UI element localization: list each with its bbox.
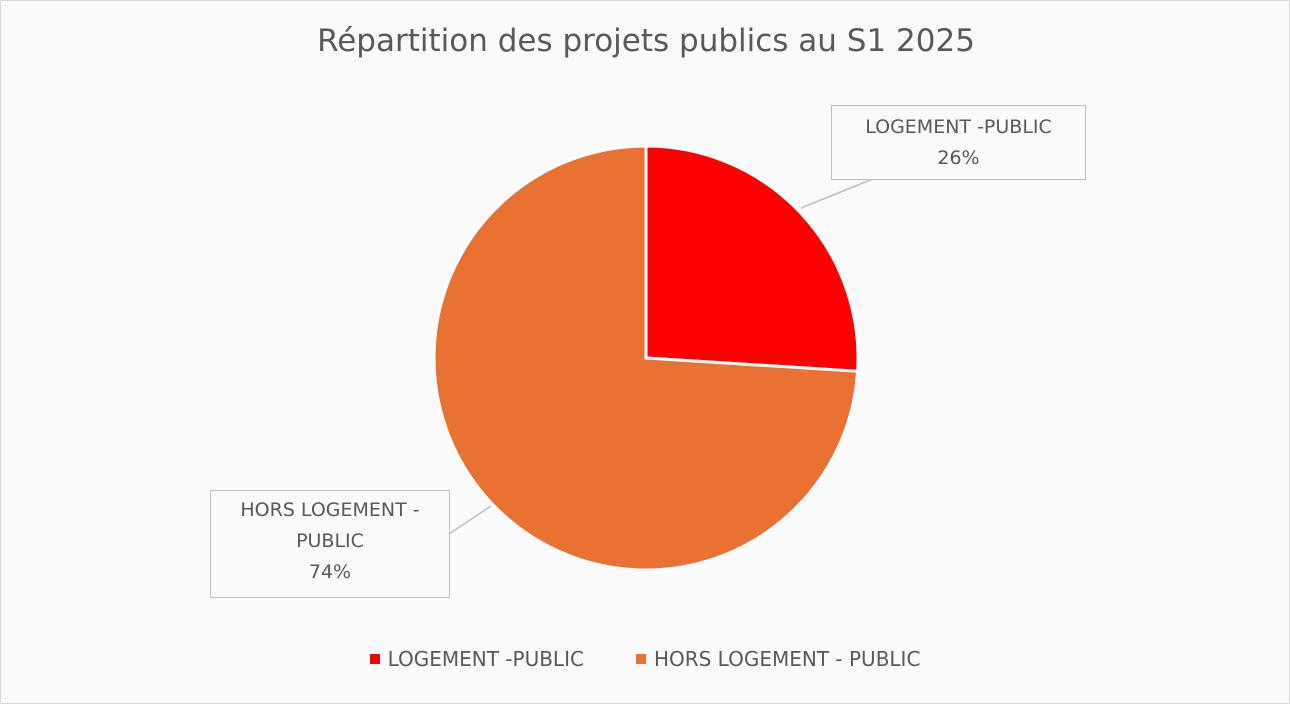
data-label-category: LOGEMENT -PUBLIC — [865, 116, 1052, 138]
chart-title: Répartition des projets publics au S1 20… — [317, 23, 975, 59]
legend-swatch — [369, 654, 380, 664]
legend: LOGEMENT -PUBLIC HORS LOGEMENT - PUBLIC — [1, 647, 1289, 671]
pie-slice — [432, 144, 860, 572]
data-label: HORS LOGEMENT - PUBLIC 74% — [210, 490, 450, 598]
legend-item: LOGEMENT -PUBLIC — [369, 647, 584, 671]
legend-label: LOGEMENT -PUBLIC — [387, 647, 584, 671]
legend-item: HORS LOGEMENT - PUBLIC — [635, 647, 921, 671]
data-label-value: 26% — [937, 147, 980, 169]
legend-label: HORS LOGEMENT - PUBLIC — [653, 647, 921, 671]
legend-swatch — [635, 654, 646, 664]
leader-line — [448, 505, 492, 536]
data-label: LOGEMENT -PUBLIC 26% — [831, 105, 1086, 180]
pie — [432, 144, 860, 572]
data-label-value: 74% — [308, 561, 352, 583]
leader-line — [800, 178, 874, 209]
pie-slice — [644, 144, 860, 373]
data-label-category: HORS LOGEMENT - PUBLIC — [240, 499, 420, 552]
